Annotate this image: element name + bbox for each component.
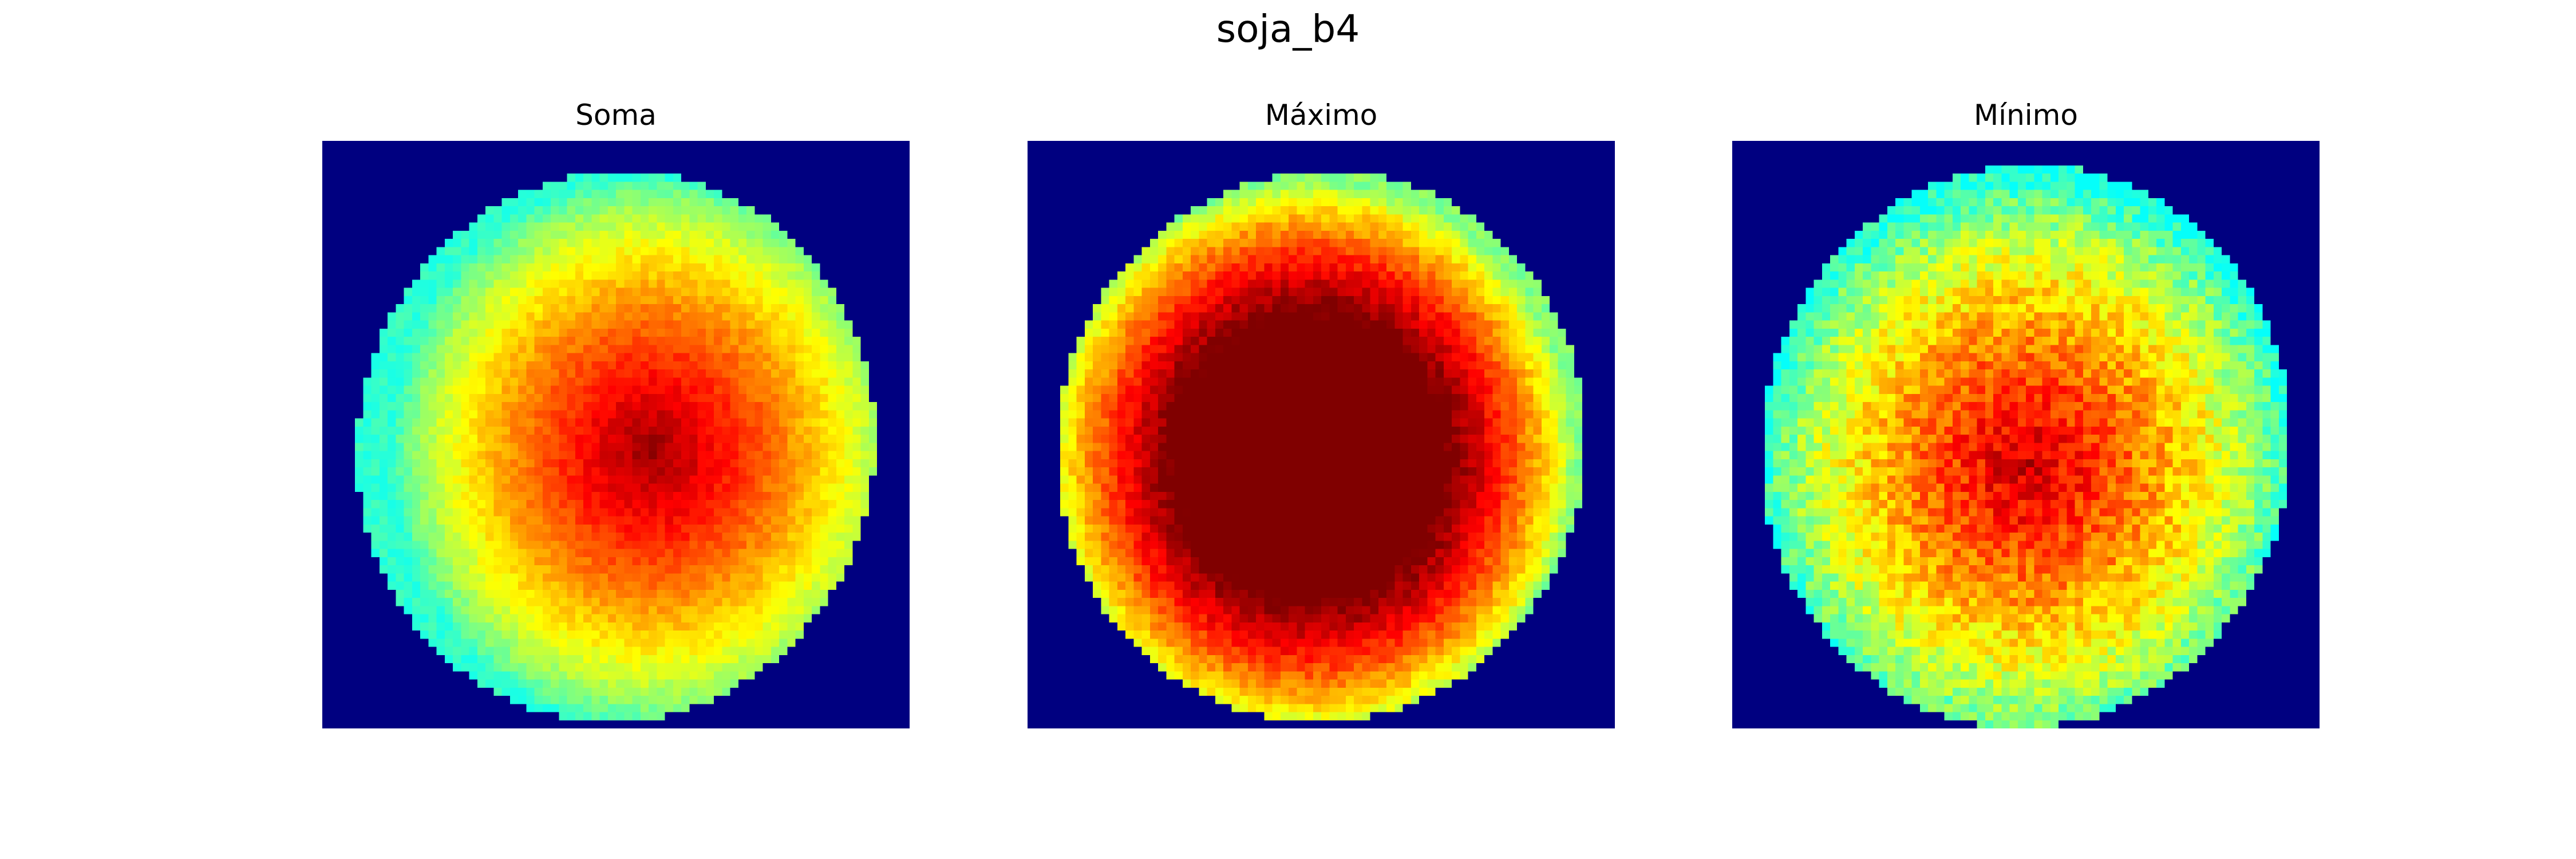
figure-title: soja_b4 xyxy=(1216,7,1360,51)
heatmap-minimo xyxy=(1732,141,2320,728)
heatmap-maximo xyxy=(1028,141,1615,728)
panel-title-maximo: Máximo xyxy=(1265,98,1378,132)
heatmap-soma xyxy=(322,141,910,728)
panel-title-minimo: Mínimo xyxy=(1974,98,2078,132)
panel-title-soma: Soma xyxy=(575,98,657,132)
